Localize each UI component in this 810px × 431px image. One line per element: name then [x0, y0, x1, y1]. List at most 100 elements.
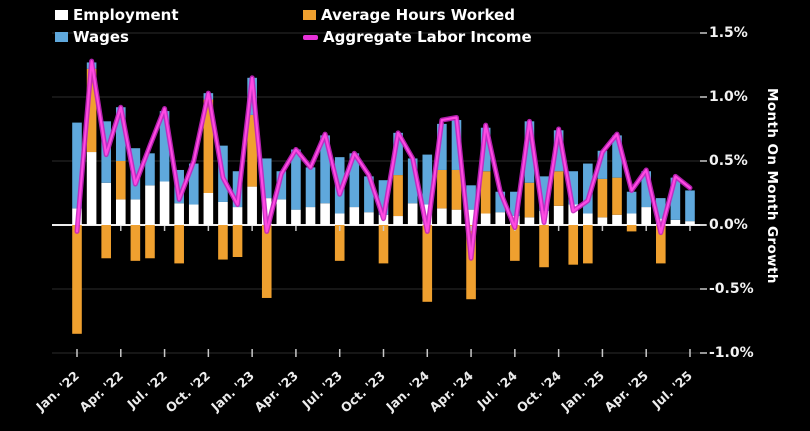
- average-hours-bar: [422, 225, 433, 302]
- wages-bar: [188, 163, 199, 205]
- employment-bar: [597, 217, 608, 225]
- average-hours-bar: [437, 169, 447, 209]
- average-hours-bar: [583, 225, 593, 264]
- wages-bar: [670, 177, 681, 220]
- average-hours-bar: [378, 225, 389, 264]
- average-hours-bar: [72, 225, 82, 334]
- average-hours-bar: [218, 225, 228, 260]
- employment-bar: [495, 212, 506, 225]
- y-tick-label: 0.0%: [709, 217, 748, 233]
- average-hours-bar: [203, 99, 214, 193]
- employment-bar: [203, 193, 214, 225]
- wages-bar: [553, 130, 564, 172]
- employment-bar: [612, 214, 622, 225]
- wages-bar: [568, 171, 579, 205]
- wages-bar: [320, 135, 330, 204]
- employment-bar: [188, 204, 199, 225]
- employment-bar: [524, 217, 535, 225]
- wages-bar: [364, 176, 374, 213]
- employment-bar: [159, 181, 170, 225]
- average-hours-bar: [261, 225, 272, 298]
- wages-bar: [422, 154, 433, 205]
- employment-bar: [276, 199, 287, 225]
- y-tick-label: -1.0%: [709, 345, 754, 361]
- wages-bar: [437, 123, 447, 170]
- average-hours-bar: [612, 177, 622, 215]
- wages-bar: [612, 135, 622, 178]
- average-hours-bar: [334, 225, 345, 261]
- legend-label-aggregate-labor-income: Aggregate Labor Income: [323, 28, 532, 46]
- employment-bar: [364, 212, 374, 225]
- legend-item-employment: Employment: [55, 6, 179, 24]
- average-hours-bar: [553, 171, 564, 206]
- employment-bar: [218, 201, 228, 225]
- employment-bar: [130, 199, 141, 225]
- legend-label-average-hours: Average Hours Worked: [321, 6, 515, 24]
- employment-bar: [437, 208, 447, 225]
- average-hours-bar: [393, 175, 403, 217]
- employment-bar: [232, 207, 243, 225]
- employment-bar: [553, 205, 564, 225]
- wages-bar: [261, 158, 272, 199]
- wages-bar: [685, 190, 695, 222]
- employment-bar: [583, 213, 593, 225]
- wages-bar: [115, 107, 126, 161]
- aggregate-labor-income-line-core: [75, 60, 692, 260]
- wages-bar: [451, 120, 462, 170]
- average-hours-bar: [101, 225, 111, 259]
- employment-bar: [480, 213, 491, 225]
- wages-bar: [276, 171, 287, 200]
- average-hours-bar: [174, 225, 184, 264]
- wages-bar: [510, 191, 520, 217]
- wages-bar: [626, 191, 637, 214]
- wages-bar: [145, 153, 155, 186]
- employment-bar: [670, 219, 681, 225]
- employment-bar: [685, 221, 695, 225]
- employment-bar: [86, 152, 97, 225]
- average-hours-bar: [86, 68, 97, 153]
- wages-bar: [597, 150, 608, 179]
- employment-bar: [101, 182, 111, 225]
- wages-bar: [72, 122, 82, 209]
- average-hours-bar: [524, 182, 535, 218]
- average-hours-bar: [115, 161, 126, 200]
- employment-bar: [451, 209, 462, 225]
- wages-bar: [466, 185, 476, 210]
- average-hours-bar: [466, 225, 476, 300]
- legend-item-average-hours: Average Hours Worked: [303, 6, 515, 24]
- legend-label-wages: Wages: [73, 28, 129, 46]
- employment-bar: [393, 216, 403, 225]
- y-tick-label: 1.5%: [709, 25, 748, 41]
- employment-bar: [334, 213, 345, 225]
- wages-bar: [480, 127, 491, 172]
- wages-bar: [524, 121, 535, 183]
- average-hours-bar: [232, 225, 243, 257]
- average-hours-bar: [145, 225, 155, 259]
- wages-bar: [641, 171, 652, 208]
- employment-bar: [626, 213, 637, 225]
- wages-bar: [539, 176, 549, 211]
- wages-swatch-icon: [55, 32, 68, 42]
- legend-item-aggregate-labor-income: Aggregate Labor Income: [303, 28, 532, 46]
- wages-bar: [159, 111, 170, 182]
- average-hours-bar: [510, 225, 520, 261]
- wages-bar: [495, 191, 506, 213]
- average-hours-bar: [597, 178, 608, 218]
- employment-bar: [320, 203, 330, 225]
- employment-bar: [291, 209, 301, 225]
- employment-bar: [305, 207, 316, 225]
- legend-label-employment: Employment: [73, 6, 179, 24]
- average-hours-bar: [626, 225, 637, 232]
- aggregate-labor-income-swatch-icon: [303, 35, 318, 40]
- average-hours-swatch-icon: [303, 10, 316, 20]
- employment-swatch-icon: [55, 10, 68, 20]
- employment-bar: [407, 203, 418, 225]
- legend-item-wages: Wages: [55, 28, 129, 46]
- average-hours-bar: [480, 171, 491, 214]
- y-tick-label: 1.0%: [709, 89, 748, 105]
- employment-bar: [115, 199, 126, 225]
- employment-bar: [466, 209, 476, 225]
- average-hours-bar: [539, 225, 549, 268]
